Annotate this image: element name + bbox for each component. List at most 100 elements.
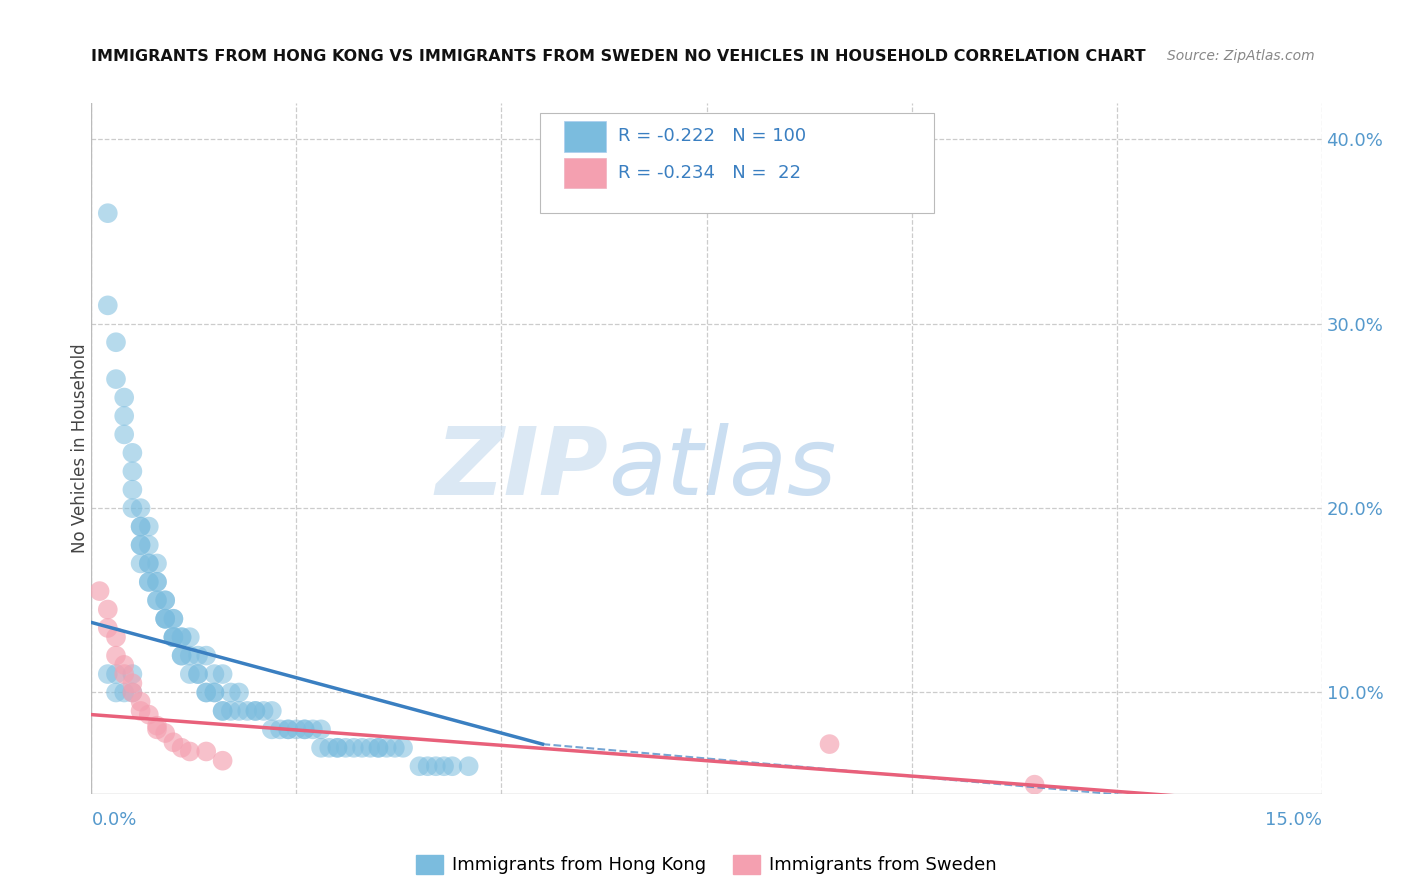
Text: 0.0%: 0.0% xyxy=(91,811,136,829)
Point xyxy=(97,621,120,635)
Point xyxy=(112,427,135,442)
Point xyxy=(138,574,160,589)
Point xyxy=(195,685,218,699)
Point xyxy=(105,648,127,663)
Point xyxy=(375,740,398,755)
Point xyxy=(245,704,267,718)
Point xyxy=(187,667,209,681)
Point xyxy=(146,593,169,607)
Text: 15.0%: 15.0% xyxy=(1264,811,1322,829)
Point xyxy=(105,630,127,644)
Point xyxy=(260,704,283,718)
Point xyxy=(121,676,143,690)
Text: atlas: atlas xyxy=(607,424,837,515)
Point xyxy=(219,685,242,699)
Point xyxy=(170,648,193,663)
Point xyxy=(228,704,250,718)
Point xyxy=(219,704,242,718)
Point xyxy=(129,538,152,552)
Point xyxy=(260,723,283,737)
Point xyxy=(146,593,169,607)
Point xyxy=(97,298,120,312)
Point xyxy=(162,630,184,644)
Point xyxy=(195,685,218,699)
Point xyxy=(326,740,349,755)
Point xyxy=(179,744,201,758)
Point xyxy=(211,704,233,718)
Point xyxy=(153,612,177,626)
Point xyxy=(179,667,201,681)
Point xyxy=(89,584,111,599)
Point xyxy=(146,557,169,571)
Point xyxy=(129,501,152,516)
Point xyxy=(187,667,209,681)
Point xyxy=(202,685,225,699)
Point xyxy=(138,538,160,552)
Point xyxy=(318,740,340,755)
Point xyxy=(97,667,120,681)
Point xyxy=(195,744,218,758)
Point xyxy=(228,685,250,699)
Point xyxy=(121,483,143,497)
Text: R = -0.234   N =  22: R = -0.234 N = 22 xyxy=(617,164,801,182)
Point xyxy=(97,602,120,616)
Point xyxy=(121,667,143,681)
Point xyxy=(277,723,299,737)
Point xyxy=(425,759,447,773)
Point xyxy=(138,557,160,571)
Point xyxy=(105,667,127,681)
Point xyxy=(138,557,160,571)
Point xyxy=(153,612,177,626)
Point xyxy=(367,740,389,755)
Point xyxy=(129,519,152,533)
Point xyxy=(367,740,389,755)
Point xyxy=(309,740,332,755)
Point xyxy=(153,593,177,607)
Point xyxy=(343,740,366,755)
Point xyxy=(170,740,193,755)
Point xyxy=(129,704,152,718)
Point xyxy=(112,667,135,681)
Point xyxy=(301,723,323,737)
Point xyxy=(187,648,209,663)
Point xyxy=(179,630,201,644)
Point xyxy=(170,630,193,644)
Point xyxy=(153,726,177,740)
Point xyxy=(277,723,299,737)
FancyBboxPatch shape xyxy=(564,158,606,188)
Point xyxy=(294,723,316,737)
Point xyxy=(441,759,464,773)
Point xyxy=(162,630,184,644)
Point xyxy=(129,557,152,571)
Point xyxy=(457,759,479,773)
Point xyxy=(146,723,169,737)
Point xyxy=(211,754,233,768)
Point xyxy=(170,648,193,663)
Legend: Immigrants from Hong Kong, Immigrants from Sweden: Immigrants from Hong Kong, Immigrants fr… xyxy=(409,847,1004,881)
Point xyxy=(138,707,160,722)
Point xyxy=(138,519,160,533)
Point xyxy=(294,723,316,737)
Point xyxy=(129,538,152,552)
Text: R = -0.222   N = 100: R = -0.222 N = 100 xyxy=(617,128,806,145)
Point xyxy=(146,574,169,589)
Point xyxy=(359,740,381,755)
Point xyxy=(153,593,177,607)
Point xyxy=(162,735,184,749)
Text: IMMIGRANTS FROM HONG KONG VS IMMIGRANTS FROM SWEDEN NO VEHICLES IN HOUSEHOLD COR: IMMIGRANTS FROM HONG KONG VS IMMIGRANTS … xyxy=(91,49,1146,64)
Y-axis label: No Vehicles in Household: No Vehicles in Household xyxy=(72,343,89,553)
Point xyxy=(211,667,233,681)
Point xyxy=(326,740,349,755)
Point xyxy=(129,695,152,709)
Point xyxy=(162,630,184,644)
Point xyxy=(112,657,135,672)
Point xyxy=(105,372,127,386)
Text: ZIP: ZIP xyxy=(436,423,607,515)
Point xyxy=(121,446,143,460)
Point xyxy=(146,719,169,733)
Point xyxy=(121,464,143,478)
Point xyxy=(392,740,415,755)
Point xyxy=(179,648,201,663)
Point xyxy=(138,574,160,589)
Point xyxy=(236,704,259,718)
